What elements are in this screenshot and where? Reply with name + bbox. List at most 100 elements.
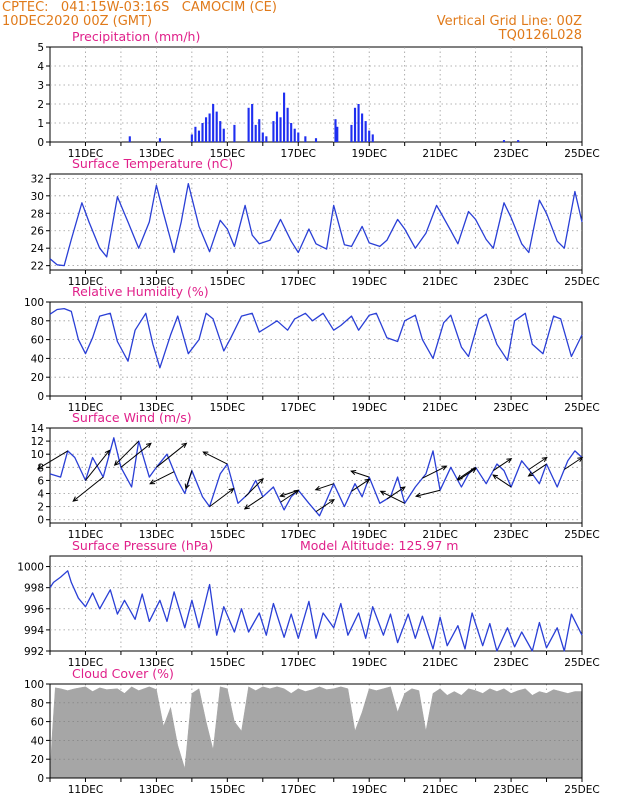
rh-xtick-label: 25DEC [564, 402, 599, 414]
precip-bar [353, 107, 357, 142]
cloud-frame-over [49, 683, 583, 779]
precip-xtick-label: 21DEC [422, 148, 457, 160]
cloud-ytick-label: 100 [24, 679, 44, 691]
wind-vector [244, 478, 264, 498]
wind-ytick-label: 12 [31, 436, 44, 448]
wind-vector [315, 483, 334, 491]
precip-xtick-label: 15DEC [210, 148, 245, 160]
wind-vector [563, 457, 583, 470]
wind-vector-head [541, 456, 548, 463]
cloud-xtick-label: 19DEC [351, 784, 386, 796]
rh-xtick-label: 19DEC [351, 402, 386, 414]
wind-vector-head [492, 474, 499, 480]
wind-vector [114, 440, 140, 466]
precip-bar [334, 119, 337, 142]
wind-vector-head [72, 496, 79, 502]
wind-vector-head [350, 470, 357, 475]
precip-ytick-label: 3 [37, 80, 44, 92]
pres-xtick-label: 17DEC [281, 657, 316, 669]
precip-bar [158, 138, 162, 142]
temp-xtick-label: 13DEC [139, 276, 174, 288]
pres-xtick-label: 19DEC [351, 657, 386, 669]
precip-bar [361, 113, 364, 142]
rh-title: Relative Humidity (%) [72, 284, 209, 299]
precip-bar [290, 123, 293, 142]
wind-vector [386, 486, 406, 500]
precip-bar [364, 121, 367, 142]
precip-bar [357, 104, 360, 142]
pres-frame [49, 555, 583, 652]
cloud-xtick-label: 17DEC [281, 784, 316, 796]
rh-xtick-label: 17DEC [281, 402, 316, 414]
wind-vector-head [228, 487, 235, 494]
rh-xtick-label: 23DEC [493, 402, 528, 414]
temp-frame [49, 173, 583, 271]
precip-bar [286, 107, 289, 142]
header-run-time: 10DEC2020 00Z (GMT) [2, 14, 153, 29]
wind-vector [203, 451, 228, 465]
wind-xtick-label: 19DEC [351, 529, 386, 541]
wind-vector [351, 478, 370, 492]
wind-vector [380, 490, 405, 504]
wind-vector-head [364, 478, 371, 484]
wind-vector [315, 499, 335, 513]
precip-bar [502, 140, 506, 142]
precip-bar [208, 113, 211, 142]
temp-ytick-label: 32 [31, 173, 44, 185]
precip-bar [222, 128, 225, 142]
temp-ytick-label: 24 [31, 243, 45, 255]
precip-xtick-label: 23DEC [493, 148, 528, 160]
precip-bar [261, 132, 264, 142]
wind-vector-head [441, 465, 448, 471]
wind-vector-head [399, 486, 406, 492]
precip-ytick-label: 5 [37, 42, 44, 54]
wind-vector [492, 474, 512, 488]
precip-bar [304, 136, 307, 142]
wind-xtick-label: 25DEC [564, 529, 599, 541]
header-grid-note: Vertical Grid Line: 00Z [436, 14, 582, 29]
temp-xtick-label: 23DEC [493, 276, 528, 288]
precip-bar [272, 121, 275, 142]
wind-vector-head [181, 442, 188, 449]
cloud-xtick-label: 25DEC [564, 784, 599, 796]
wind-ytick-label: 4 [37, 489, 44, 501]
header-station: CPTEC: 041:15W-03:16S CAMOCIM (CE) [2, 0, 277, 15]
rh-ytick-label: 100 [24, 297, 44, 309]
wind-title: Surface Wind (m/s) [72, 410, 192, 425]
temp-xtick-label: 11DEC [68, 276, 103, 288]
wind-vector-head [414, 492, 422, 498]
precip-ytick-label: 2 [37, 99, 44, 111]
cloud-xtick-label: 13DEC [139, 784, 174, 796]
pres-xtick-label: 23DEC [493, 657, 528, 669]
cloud-ytick-label: 20 [31, 754, 44, 766]
wind-vector-head [149, 479, 156, 485]
pres-xtick-label: 15DEC [210, 657, 245, 669]
pres-title: Surface Pressure (hPa) [72, 538, 213, 553]
wind-xtick-label: 23DEC [493, 529, 528, 541]
temp-ytick-label: 26 [31, 226, 45, 238]
precip-xtick-label: 17DEC [281, 148, 316, 160]
cloud-ytick-label: 40 [31, 735, 44, 747]
precip-bar [279, 117, 282, 142]
wind-vector [280, 489, 299, 503]
wind-vector-head [243, 504, 250, 510]
rh-ytick-label: 40 [31, 353, 44, 365]
wind-vector-head [279, 492, 286, 498]
pres-xtick-label: 21DEC [422, 657, 457, 669]
rh-xtick-label: 13DEC [139, 402, 174, 414]
wind-vector-head [36, 464, 43, 470]
wind-vector-head [145, 442, 152, 449]
temp-xtick-label: 17DEC [281, 276, 316, 288]
temp-xtick-label: 21DEC [422, 276, 457, 288]
precip-xtick-label: 13DEC [139, 148, 174, 160]
precip-bar [201, 123, 204, 142]
cloud-title: Cloud Cover (%) [72, 666, 174, 681]
wind-vector-head [456, 474, 463, 480]
wind-vector [351, 470, 370, 478]
wind-vector [528, 457, 548, 470]
wind-vector [209, 488, 234, 508]
pres-ytick-label: 994 [24, 625, 44, 637]
cloud-xtick-label: 15DEC [210, 784, 245, 796]
precip-bar [517, 140, 520, 142]
